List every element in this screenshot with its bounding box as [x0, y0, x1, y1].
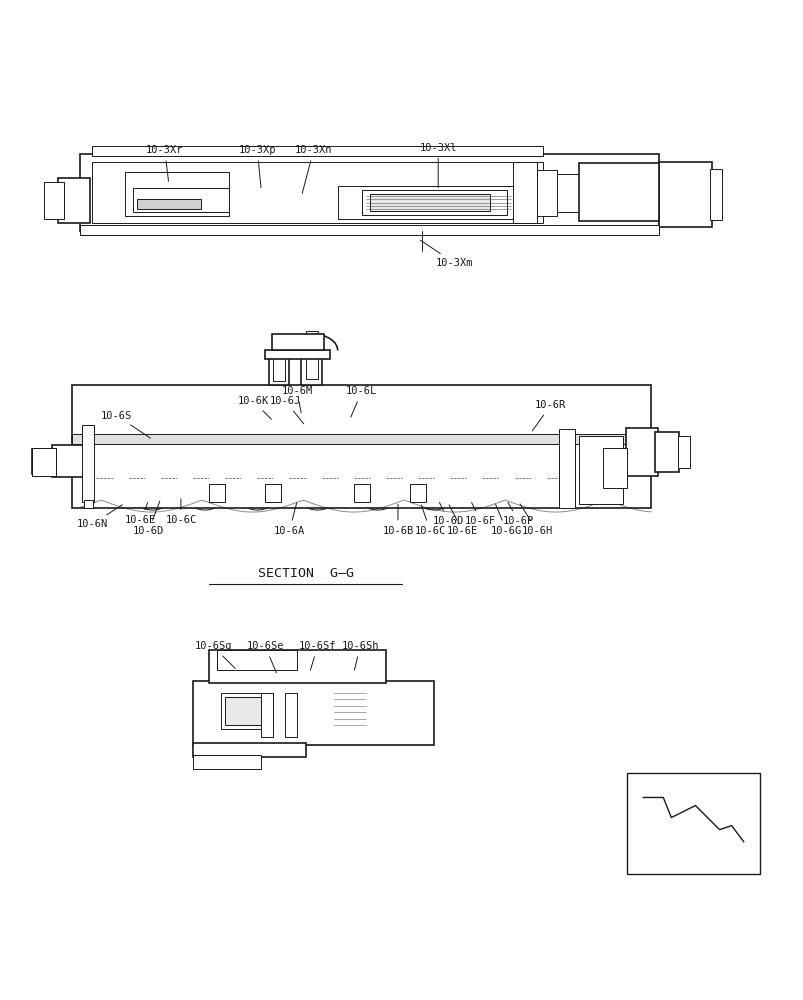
Bar: [261, 693, 273, 737]
Text: 10-6Sg: 10-6Sg: [194, 641, 235, 668]
Bar: [124, 172, 229, 216]
Text: 10-6N: 10-6N: [77, 505, 122, 529]
Text: 10-6L: 10-6L: [346, 386, 377, 417]
Text: 10-6A: 10-6A: [274, 503, 304, 536]
Text: 10-6R: 10-6R: [532, 400, 565, 431]
Bar: [132, 188, 229, 212]
Bar: [217, 650, 297, 670]
Bar: [193, 755, 261, 769]
Text: 10-6S: 10-6S: [101, 411, 150, 438]
Bar: [32, 449, 56, 474]
Bar: [225, 697, 269, 725]
Text: 10-6Sf: 10-6Sf: [299, 641, 336, 670]
Text: 10-6E: 10-6E: [446, 505, 477, 536]
Bar: [556, 174, 581, 212]
Bar: [410, 484, 426, 502]
Bar: [512, 162, 536, 223]
Text: 10-6G: 10-6G: [491, 504, 521, 536]
Bar: [80, 154, 658, 231]
Bar: [626, 773, 759, 874]
Bar: [92, 146, 542, 156]
Bar: [193, 743, 305, 757]
Text: 10-6E: 10-6E: [125, 503, 156, 525]
Text: 10-6B: 10-6B: [382, 504, 413, 536]
Bar: [630, 842, 755, 870]
Bar: [58, 178, 90, 223]
Bar: [353, 484, 369, 502]
Polygon shape: [361, 699, 410, 715]
Bar: [301, 353, 321, 385]
Bar: [72, 385, 650, 440]
Bar: [84, 500, 93, 508]
Bar: [44, 182, 64, 219]
Text: 10-3Xl: 10-3Xl: [419, 143, 456, 188]
Bar: [625, 428, 657, 476]
Text: 10-6H: 10-6H: [520, 504, 552, 536]
Text: 10-6K: 10-6K: [238, 396, 271, 419]
Bar: [221, 693, 273, 729]
Bar: [361, 190, 506, 215]
Text: 10-6M: 10-6M: [282, 386, 312, 413]
Bar: [369, 194, 490, 211]
Text: 10-6C: 10-6C: [414, 505, 445, 536]
Bar: [52, 445, 91, 477]
Bar: [337, 186, 530, 219]
Bar: [285, 693, 297, 737]
Polygon shape: [273, 196, 337, 209]
Text: 10-6D: 10-6D: [133, 501, 164, 536]
Bar: [82, 425, 94, 502]
Text: 10-3Xn: 10-3Xn: [295, 145, 332, 193]
Bar: [269, 357, 289, 385]
Text: 10-6Sh: 10-6Sh: [341, 641, 378, 670]
Bar: [273, 337, 285, 381]
Bar: [536, 170, 556, 216]
Bar: [209, 650, 385, 683]
Text: 10-6J: 10-6J: [270, 396, 304, 424]
Text: 10-6C: 10-6C: [165, 499, 196, 525]
Text: 10-6Se: 10-6Se: [247, 641, 283, 673]
Bar: [602, 448, 626, 488]
Bar: [265, 350, 329, 359]
Text: SECTION  G–G: SECTION G–G: [257, 567, 353, 580]
Bar: [209, 484, 225, 502]
Text: 10-6F: 10-6F: [465, 502, 495, 526]
Bar: [658, 162, 711, 227]
Bar: [271, 334, 324, 350]
Text: 10-3Xr: 10-3Xr: [146, 145, 183, 181]
Text: 10-6D: 10-6D: [433, 502, 463, 526]
Bar: [654, 432, 679, 472]
Bar: [265, 484, 281, 502]
Bar: [80, 225, 658, 235]
Bar: [578, 163, 658, 221]
Bar: [558, 429, 574, 508]
Polygon shape: [707, 830, 739, 843]
Bar: [92, 162, 542, 223]
Bar: [193, 681, 434, 745]
Text: 10-6P: 10-6P: [503, 502, 533, 526]
Bar: [709, 169, 721, 220]
Bar: [32, 448, 56, 476]
Bar: [677, 436, 689, 468]
Text: 10-3Xp: 10-3Xp: [238, 145, 275, 188]
Bar: [137, 199, 201, 209]
Text: 10-3Xm: 10-3Xm: [420, 240, 472, 268]
Bar: [72, 434, 650, 444]
Bar: [72, 437, 650, 508]
Bar: [578, 436, 622, 504]
Bar: [305, 331, 317, 379]
